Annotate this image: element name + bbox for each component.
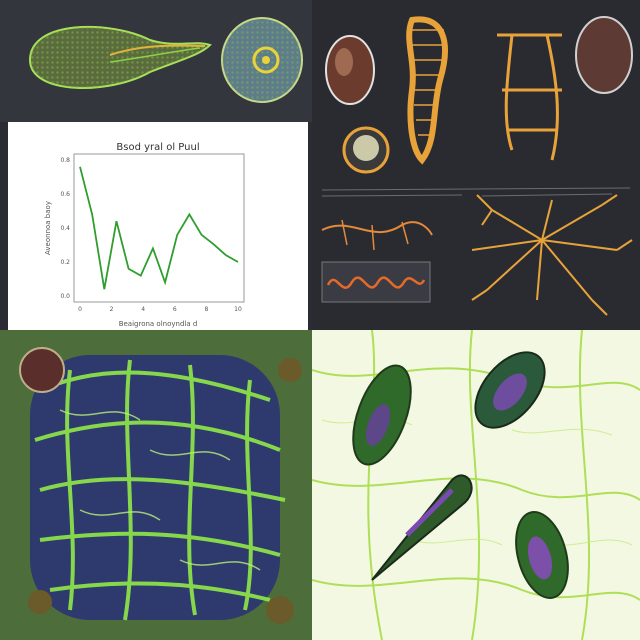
ticks-layer: 0 2 4 6 8 10 0.8 0.6 0.4 0.2 0.0	[60, 157, 242, 313]
bottom-left-network-panel	[0, 330, 312, 640]
x-axis-label: Beaigrona olnoyndla d	[119, 320, 198, 328]
line-chart: Bsod yral ol Puul Beaigrona olnoyndla d …	[44, 142, 245, 328]
top-left-specimens-panel	[0, 0, 312, 122]
y-tick-label: 0.6	[60, 191, 70, 198]
vein-network	[0, 330, 312, 640]
x-tick-label: 6	[173, 306, 177, 313]
specimen-illustration	[0, 0, 312, 122]
series-line	[79, 166, 239, 290]
plot-frame	[73, 153, 245, 303]
chart-title: Bsod yral ol Puul	[116, 142, 199, 153]
series-layer	[79, 166, 239, 290]
top-right-drawings-panel	[312, 0, 640, 330]
y-tick-label: 0.4	[60, 225, 70, 232]
chart-panel: Bsod yral ol Puul Beaigrona olnoyndla d …	[8, 122, 308, 330]
x-tick-label: 2	[110, 306, 114, 313]
anatomy-sketches	[312, 0, 640, 330]
x-tick-label: 10	[234, 306, 242, 313]
seed-illustration	[312, 330, 640, 640]
y-tick-label: 0.0	[60, 293, 70, 300]
bottom-right-seeds-panel	[312, 330, 640, 640]
y-axis-label: Aveonnoa baoy	[44, 201, 52, 255]
y-tick-label: 0.2	[60, 259, 70, 266]
y-tick-label: 0.8	[60, 157, 70, 164]
x-tick-label: 8	[204, 306, 208, 313]
x-tick-label: 0	[78, 306, 82, 313]
x-tick-label: 4	[141, 306, 145, 313]
